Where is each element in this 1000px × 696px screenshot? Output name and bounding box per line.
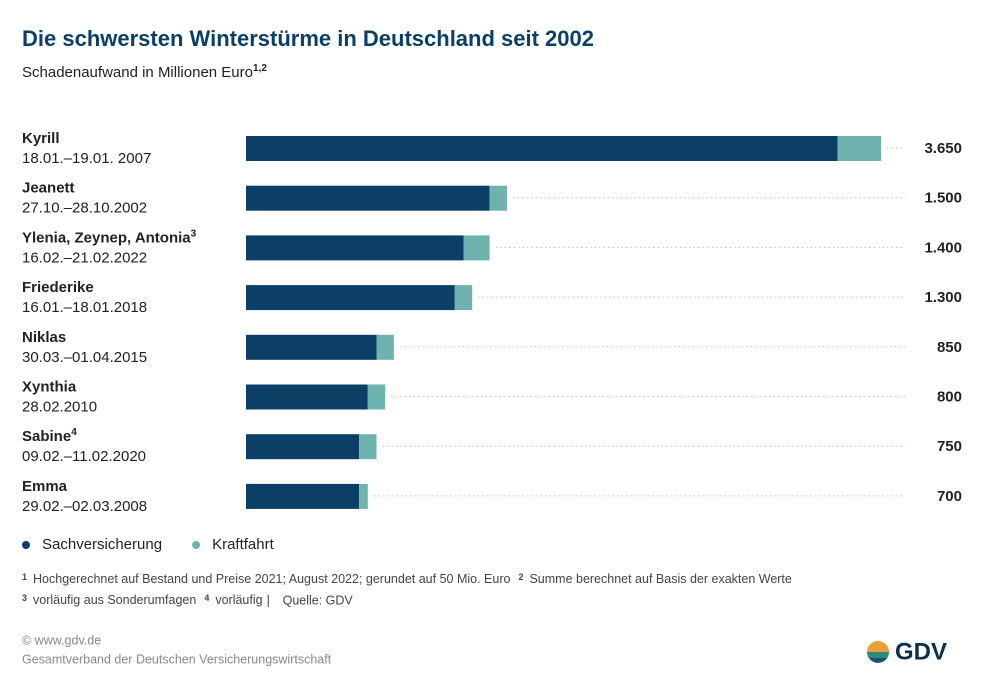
legend-label: Kraftfahrt <box>212 536 275 553</box>
separator: | <box>267 593 270 607</box>
category-name: Kyrill <box>22 130 60 147</box>
category-label: Kyrill <box>22 130 60 147</box>
legend-label: Sachversicherung <box>42 536 162 553</box>
footnote: 2 Summe berechnet auf Basis der exakten W… <box>518 572 791 586</box>
chart-subtitle: Schadenaufwand in Millionen Euro1,2 <box>22 63 267 81</box>
bar-segment <box>246 334 377 360</box>
category-name: Friederike <box>22 279 94 296</box>
category-label: Emma <box>22 478 68 495</box>
total-label: 1.300 <box>924 289 962 306</box>
category-label: Friederike <box>22 279 94 296</box>
total-label: 3.650 <box>924 140 962 157</box>
footnote-text: Hochgerechnet auf Bestand und Preise 202… <box>33 572 510 586</box>
category-name: Jeanett <box>22 180 75 197</box>
total-label: 700 <box>937 488 962 505</box>
bar-segment <box>246 185 490 211</box>
logo: GDV <box>867 638 947 665</box>
subtitle-text: Schadenaufwand in Millionen Euro <box>22 64 253 81</box>
source: Quelle: GDV <box>283 593 354 607</box>
bar-segment <box>837 136 882 161</box>
footer-line: Gesamtverband der Deutschen Versicherung… <box>22 652 332 666</box>
category-label: Sabine4 <box>22 427 77 445</box>
bar-segment <box>376 334 394 360</box>
bar-segment <box>463 235 490 261</box>
category-name: Xynthia <box>22 378 77 395</box>
subtitle-note: 1,2 <box>253 63 267 74</box>
footnote-mark: 2 <box>518 572 523 582</box>
footer-line: © www.gdv.de <box>22 633 101 647</box>
total-label: 1.400 <box>924 239 962 256</box>
category-date: 27.10.–28.10.2002 <box>22 200 147 217</box>
category-label: Xynthia <box>22 378 77 395</box>
category-name: Ylenia, Zeynep, Antonia <box>22 229 191 246</box>
category-name: Sabine <box>22 428 71 445</box>
bar-segment <box>367 384 386 410</box>
bar-segment <box>359 434 377 460</box>
category-date: 16.01.–18.01.2018 <box>22 299 147 316</box>
category-date: 29.02.–02.03.2008 <box>22 498 147 515</box>
category-date: 28.02.2010 <box>22 398 97 415</box>
category-note: 3 <box>191 228 197 239</box>
footnote-mark: 3 <box>22 593 27 603</box>
bar-segment <box>246 434 360 460</box>
total-label: 750 <box>937 438 962 455</box>
footnote-mark: 1 <box>22 572 27 582</box>
legend-swatch <box>192 541 201 549</box>
chart-title: Die schwersten Winterstürme in Deutschla… <box>22 26 594 51</box>
logo-base <box>869 658 887 663</box>
bar-segment <box>246 136 838 161</box>
category-note: 4 <box>71 427 77 438</box>
category-date: 30.03.–01.04.2015 <box>22 349 147 366</box>
category-name: Emma <box>22 478 68 495</box>
category-date: 16.02.–21.02.2022 <box>22 249 147 266</box>
bar-segment <box>246 285 455 311</box>
footnote-text: vorläufig <box>215 593 262 607</box>
bar-segment <box>359 483 368 509</box>
total-label: 800 <box>937 388 962 405</box>
logo-text: GDV <box>895 638 947 665</box>
footnote: 4 vorläufig <box>204 593 262 607</box>
total-label: 1.500 <box>924 190 962 207</box>
legend-swatch <box>22 541 30 549</box>
category-label: Ylenia, Zeynep, Antonia3 <box>22 228 197 246</box>
footnote-mark: 4 <box>204 593 209 603</box>
category-name: Niklas <box>22 329 66 346</box>
bar-segment <box>489 185 507 211</box>
category-date: 09.02.–11.02.2020 <box>22 448 146 465</box>
bar-segment <box>454 285 473 311</box>
category-label: Niklas <box>22 329 66 346</box>
bar-segment <box>246 384 368 410</box>
bar-segment <box>246 483 360 509</box>
footnote: 1 Hochgerechnet auf Bestand und Preise 20… <box>22 572 510 586</box>
bar-segment <box>246 235 464 261</box>
category-date: 18.01.–19.01. 2007 <box>22 150 151 167</box>
footnote-text: vorläufig aus Sonderumfagen <box>33 593 196 607</box>
footnote: 3 vorläufig aus Sonderumfagen <box>22 593 196 607</box>
category-label: Jeanett <box>22 180 75 197</box>
footnote-text: Summe berechnet auf Basis der exakten We… <box>529 572 791 586</box>
total-label: 850 <box>937 339 962 356</box>
